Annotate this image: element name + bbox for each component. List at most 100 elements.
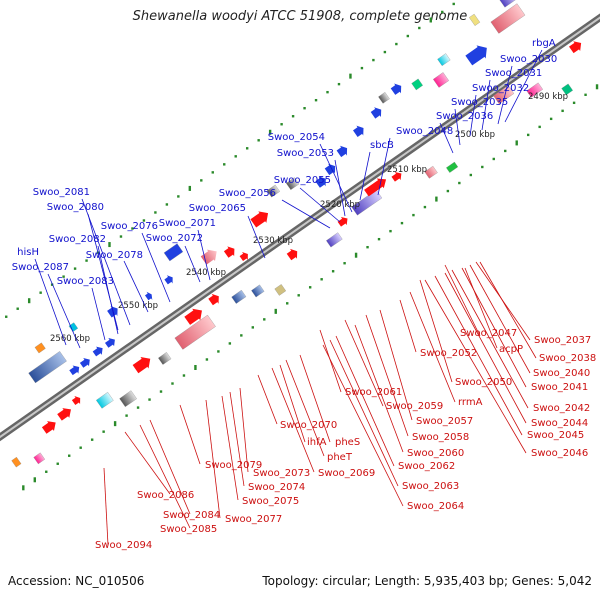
gene-label[interactable]: Swoo_2074 bbox=[248, 482, 305, 493]
gene-label[interactable]: Swoo_2065 bbox=[189, 203, 246, 214]
gene-label[interactable]: hisH bbox=[17, 247, 39, 258]
gene-block-shape bbox=[378, 92, 390, 104]
tick-mark bbox=[331, 270, 335, 273]
gene-label[interactable]: Swoo_2077 bbox=[225, 514, 282, 525]
tick-mark bbox=[223, 163, 226, 166]
gene-label[interactable]: rbgA bbox=[532, 38, 556, 49]
gene-label[interactable]: Swoo_2054 bbox=[268, 132, 325, 143]
gene-label[interactable]: acpP bbox=[499, 344, 523, 355]
map-title: Shewanella woodyi ATCC 51908, complete g… bbox=[132, 9, 468, 24]
gene-label[interactable]: Swoo_2085 bbox=[160, 524, 217, 535]
gene-block-shape bbox=[424, 165, 438, 179]
gene-label[interactable]: Swoo_2045 bbox=[527, 430, 584, 441]
leader-line bbox=[439, 122, 454, 154]
gene-label[interactable]: ihfA bbox=[307, 437, 327, 448]
gene-arrow-shape bbox=[391, 171, 402, 182]
gene-label[interactable]: Swoo_2030 bbox=[500, 54, 557, 65]
gene-label[interactable]: Swoo_2041 bbox=[531, 382, 588, 393]
gene-arrow bbox=[390, 83, 402, 95]
tick-mark bbox=[504, 149, 507, 153]
gene-label[interactable]: Swoo_2040 bbox=[533, 368, 590, 379]
tick-mark bbox=[79, 446, 82, 449]
gene-label[interactable]: Swoo_2048 bbox=[396, 126, 453, 137]
gene-label[interactable]: Swoo_2082 bbox=[49, 234, 106, 245]
gene-label[interactable]: Swoo_2046 bbox=[531, 448, 588, 459]
gene-label[interactable]: Swoo_2050 bbox=[455, 377, 512, 388]
gene-label[interactable]: Swoo_2086 bbox=[137, 490, 194, 501]
gene-block bbox=[231, 289, 247, 304]
gene-label[interactable]: Swoo_2061 bbox=[345, 387, 402, 398]
gene-label[interactable]: Swoo_2032 bbox=[472, 83, 529, 94]
gene-label[interactable]: Swoo_2044 bbox=[531, 418, 588, 429]
gene-label[interactable]: Swoo_2056 bbox=[219, 188, 276, 199]
gene-block bbox=[285, 177, 300, 190]
gene-label[interactable]: Swoo_2084 bbox=[163, 510, 220, 521]
leader-line bbox=[365, 314, 409, 437]
gene-arrow-shape bbox=[57, 408, 71, 421]
gene-arrow bbox=[69, 365, 80, 376]
tick-mark bbox=[39, 291, 42, 294]
leader-line bbox=[239, 387, 249, 473]
gene-label[interactable]: Swoo_2062 bbox=[398, 461, 455, 472]
leader-line bbox=[479, 261, 537, 359]
scale-label: 2550 kbp bbox=[118, 301, 158, 311]
gene-block bbox=[251, 284, 265, 298]
gene-label[interactable]: Swoo_2076 bbox=[101, 221, 158, 232]
tick-mark bbox=[188, 185, 192, 191]
gene-label[interactable]: Swoo_2094 bbox=[95, 540, 152, 551]
gene-block bbox=[351, 189, 383, 216]
gene-label[interactable]: Swoo_2080 bbox=[47, 202, 104, 213]
gene-arrow-shape bbox=[569, 41, 582, 54]
gene-label[interactable]: pheS bbox=[335, 437, 360, 448]
gene-label[interactable]: Swoo_2052 bbox=[420, 348, 477, 359]
gene-label[interactable]: rrmA bbox=[458, 397, 483, 408]
tick-mark bbox=[113, 421, 117, 427]
gene-label[interactable]: Swoo_2038 bbox=[539, 353, 596, 364]
gene-label[interactable]: Swoo_2073 bbox=[253, 468, 310, 479]
leader-line bbox=[279, 364, 306, 443]
gene-label[interactable]: Swoo_2069 bbox=[318, 468, 375, 479]
scale-label: 2490 kbp bbox=[528, 92, 568, 102]
gene-label[interactable]: Swoo_2057 bbox=[416, 416, 473, 427]
gene-label[interactable]: sbcB bbox=[370, 140, 394, 151]
gene-label[interactable]: Swoo_2087 bbox=[12, 262, 69, 273]
tick-mark bbox=[205, 358, 209, 361]
gene-label[interactable]: Swoo_2031 bbox=[485, 68, 542, 79]
leader-line bbox=[34, 258, 67, 346]
leader-line bbox=[322, 344, 404, 507]
gene-label[interactable]: Swoo_2081 bbox=[33, 187, 90, 198]
gene-block bbox=[378, 92, 390, 104]
tick-mark bbox=[349, 73, 352, 79]
gene-label[interactable]: pheT bbox=[327, 452, 353, 463]
gene-label[interactable]: Swoo_2071 bbox=[159, 218, 216, 229]
gene-label[interactable]: Swoo_2035 bbox=[451, 97, 508, 108]
leader-line bbox=[377, 137, 391, 196]
gene-label[interactable]: Swoo_2059 bbox=[386, 401, 443, 412]
gene-label[interactable]: Swoo_2070 bbox=[280, 420, 337, 431]
gene-label[interactable]: Swoo_2037 bbox=[534, 335, 591, 346]
gene-label[interactable]: Swoo_2072 bbox=[146, 233, 203, 244]
gene-label[interactable]: Swoo_2055 bbox=[274, 175, 331, 186]
gene-label[interactable]: Swoo_2063 bbox=[402, 481, 459, 492]
gene-label[interactable]: Swoo_2060 bbox=[407, 448, 464, 459]
leader-line bbox=[285, 359, 325, 457]
gene-label[interactable]: Swoo_2058 bbox=[412, 432, 469, 443]
gene-block bbox=[28, 351, 67, 384]
gene-label[interactable]: Swoo_2075 bbox=[242, 496, 299, 507]
gene-block-shape bbox=[33, 452, 46, 465]
gene-block bbox=[561, 83, 573, 96]
gene-label[interactable]: Swoo_2047 bbox=[460, 328, 517, 339]
gene-label[interactable]: Swoo_2053 bbox=[277, 148, 334, 159]
gene-label[interactable]: Swoo_2078 bbox=[86, 250, 143, 261]
gene-label[interactable]: Swoo_2042 bbox=[533, 403, 590, 414]
tick-mark bbox=[377, 237, 381, 241]
gene-label[interactable]: Swoo_2083 bbox=[57, 276, 114, 287]
gene-arrow bbox=[465, 45, 487, 66]
gene-label[interactable]: Swoo_2064 bbox=[407, 501, 464, 512]
gene-arrow-shape bbox=[107, 306, 118, 318]
tick-mark bbox=[406, 34, 410, 38]
leader-line bbox=[281, 199, 331, 229]
gene-label[interactable]: Swoo_2036 bbox=[436, 111, 493, 122]
tick-mark bbox=[389, 229, 392, 233]
gene-label[interactable]: Swoo_2079 bbox=[205, 460, 262, 471]
